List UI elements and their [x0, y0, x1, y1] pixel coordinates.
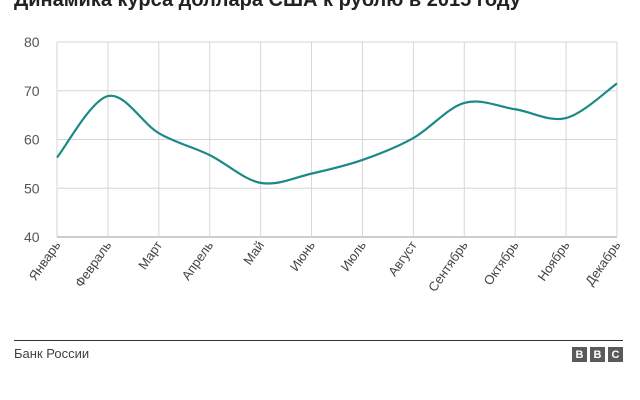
- x-tick-label: Ноябрь: [534, 238, 572, 284]
- series-line: [56, 82, 618, 185]
- bbc-logo: B B C: [572, 347, 623, 362]
- y-tick-label: 60: [24, 132, 40, 148]
- source-label: Банк России: [14, 346, 90, 361]
- y-tick-label: 50: [24, 180, 40, 196]
- chart-title-part-1: Динамика курса доллара: [14, 0, 269, 11]
- x-tick-label: Июнь: [287, 238, 318, 274]
- x-tick-label: Май: [240, 238, 267, 267]
- bbc-logo-letter: B: [572, 347, 587, 362]
- x-tick-label: Июль: [338, 238, 369, 274]
- x-tick-label: Март: [135, 238, 165, 272]
- x-tick-label: Октябрь: [480, 238, 521, 288]
- x-tick-label: Декабрь: [582, 238, 623, 288]
- chart-title-part-3: к рублю в 2015 году: [317, 0, 521, 11]
- x-tick-label: Август: [385, 238, 420, 279]
- chart-title-part-2: США: [268, 0, 318, 11]
- y-tick-label: 70: [24, 83, 40, 99]
- x-tick-label: Сентябрь: [425, 238, 471, 294]
- y-tick-label: 40: [24, 229, 40, 245]
- bbc-logo-letter: B: [590, 347, 605, 362]
- chart-title: Динамика курса доллара США к рублю в 201…: [14, 0, 521, 12]
- x-tick-label: Апрель: [179, 238, 217, 283]
- footer-divider: [14, 340, 623, 341]
- x-tick-label: Февраль: [72, 238, 115, 290]
- bbc-logo-letter: C: [608, 347, 623, 362]
- y-tick-label: 80: [24, 34, 40, 50]
